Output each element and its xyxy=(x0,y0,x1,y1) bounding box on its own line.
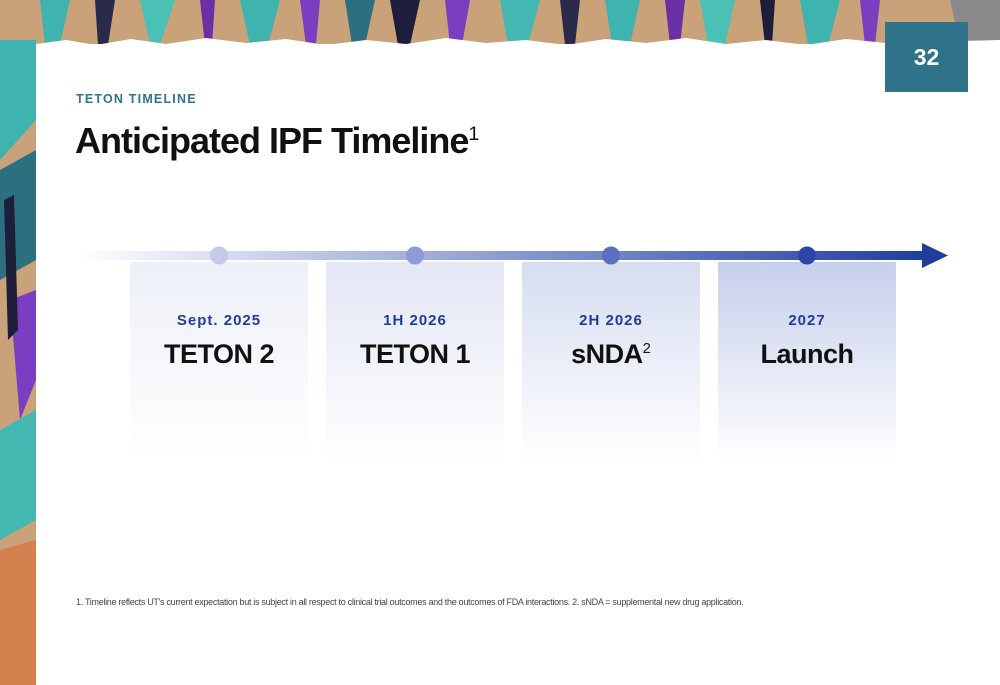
milestone-date: 1H 2026 xyxy=(383,312,447,329)
milestone-label-text: TETON 1 xyxy=(359,339,471,369)
milestone-column-3: 2H 2026 sNDA2 xyxy=(522,262,700,462)
page-number-badge: 32 xyxy=(885,22,968,92)
milestone-footnote-marker: 2 xyxy=(642,341,651,357)
milestone-label-text: Launch xyxy=(760,339,854,369)
milestone-label: TETON 2 xyxy=(130,339,308,370)
footnote: 1. Timeline reflects UT's current expect… xyxy=(76,597,744,607)
milestone-date: 2027 xyxy=(788,312,826,329)
torn-paper-edge xyxy=(36,38,1000,50)
page-title-text: Anticipated IPF Timeline xyxy=(75,120,469,161)
milestone-date: Sept. 2025 xyxy=(176,312,262,329)
section-eyebrow: TETON TIMELINE xyxy=(76,92,197,106)
milestone-label-text: sNDA xyxy=(571,339,643,369)
milestone-label: TETON 1 xyxy=(326,339,504,370)
milestone-date: 2H 2026 xyxy=(579,312,643,329)
milestone-column-1: Sept. 2025 TETON 2 xyxy=(130,262,308,462)
page-title: Anticipated IPF Timeline1 xyxy=(75,120,479,162)
page-number: 32 xyxy=(913,43,940,70)
milestone-label: Launch xyxy=(718,339,896,370)
milestone-column-4: 2027 Launch xyxy=(718,262,896,462)
title-footnote-marker: 1 xyxy=(468,123,480,145)
milestone-label-text: TETON 2 xyxy=(163,339,275,369)
milestone-column-2: 1H 2026 TETON 1 xyxy=(326,262,504,462)
milestone-label: sNDA2 xyxy=(522,339,700,370)
